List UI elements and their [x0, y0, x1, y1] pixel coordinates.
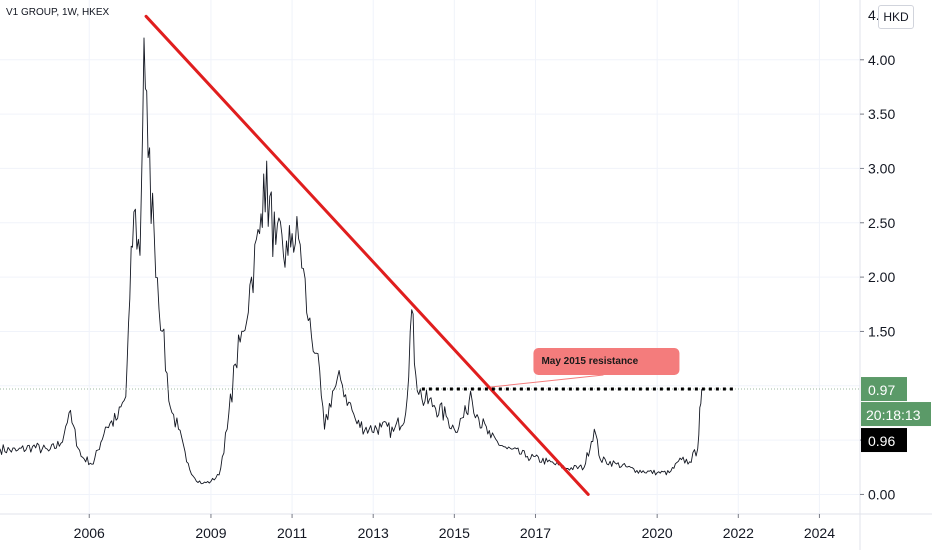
last-price-label-bg: [861, 377, 907, 402]
crosshair-price-label-bg: [861, 428, 907, 453]
crosshair-price-label: 0.96: [868, 433, 895, 449]
y-tick-label-0: 0.00: [868, 486, 895, 502]
y-tick-label-5: 2.50: [868, 215, 895, 231]
drawings[interactable]: May 2015 resistance: [144, 14, 737, 496]
countdown-label-bg: [861, 402, 931, 427]
x-tick-label-3: 2013: [358, 525, 389, 541]
y-tick-label-8: 4.00: [868, 52, 895, 68]
x-tick-label-6: 2020: [642, 525, 673, 541]
currency-selector[interactable]: HKD: [878, 5, 914, 29]
x-tick-label-7: 2022: [723, 525, 754, 541]
y-tick-label-6: 3.00: [868, 160, 895, 176]
x-tick-label-8: 2024: [804, 525, 835, 541]
last-price-label: 0.97: [868, 382, 895, 398]
x-tick-label-5: 2017: [520, 525, 551, 541]
x-tick-label-2: 2011: [277, 525, 307, 541]
gridlines: [0, 0, 860, 514]
x-tick-label-1: 2009: [195, 525, 226, 541]
countdown-label: 20:18:13: [866, 407, 921, 423]
price-labels: 0.97 20:18:13 0.96: [861, 377, 931, 453]
x-tick-label-0: 2006: [74, 525, 105, 541]
symbol-title: V1 GROUP, 1W, HKEX: [6, 7, 110, 18]
x-tick-label-4: 2015: [439, 525, 470, 541]
price-line: [0, 37, 703, 485]
callout-text: May 2015 resistance: [541, 356, 638, 367]
y-tick-label-7: 3.50: [868, 106, 895, 122]
downtrend-line: [144, 14, 590, 496]
y-tick-label-3: 1.50: [868, 323, 895, 339]
y-tick-label-4: 2.00: [868, 269, 895, 285]
callout-box: [533, 348, 680, 375]
y-tick-label-top: 4.: [868, 7, 880, 23]
price-series: [0, 37, 860, 485]
callout-pointer: [490, 374, 604, 388]
